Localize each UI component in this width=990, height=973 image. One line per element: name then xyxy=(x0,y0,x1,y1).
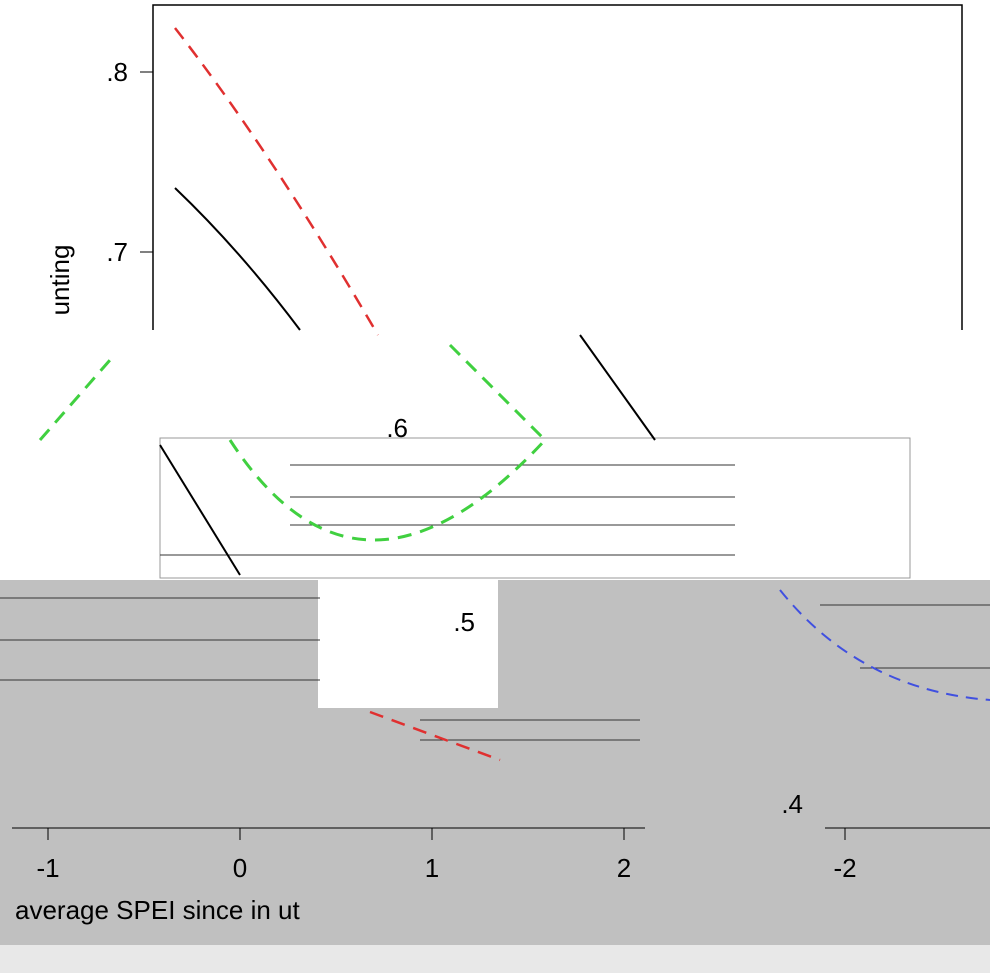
red-dashed-line xyxy=(174,27,380,336)
y-tick-label: .8 xyxy=(106,57,128,87)
x-tick-label: -2 xyxy=(833,853,856,883)
blue-dashed-line xyxy=(779,589,990,701)
x-axis-title: average SPEI since in ut xyxy=(15,895,300,925)
black-line xyxy=(159,444,241,576)
x-tick-label: 0 xyxy=(233,853,247,883)
glitch-band xyxy=(159,437,911,579)
x-tick-label: 1 xyxy=(425,853,439,883)
red-dashed-line xyxy=(369,710,501,762)
white-patch xyxy=(318,580,498,708)
y-tick-label: .4 xyxy=(781,789,803,819)
green-dashed-line xyxy=(448,343,547,442)
y-tick-label: .7 xyxy=(106,237,128,267)
black-line xyxy=(579,334,656,441)
x-ticks xyxy=(47,828,846,840)
green-dashed-line xyxy=(228,438,547,542)
x-tick-label: -1 xyxy=(36,853,59,883)
plot-frame xyxy=(152,4,963,330)
bottom-strip xyxy=(0,945,990,973)
green-dashed-line xyxy=(38,359,112,441)
glitch-lines xyxy=(0,464,990,741)
black-line xyxy=(174,187,301,331)
y-axis-title: unting xyxy=(45,245,75,316)
y-tick-label: .6 xyxy=(386,413,408,443)
y-tick-label: .5 xyxy=(453,607,475,637)
x-tick-label: 2 xyxy=(617,853,631,883)
